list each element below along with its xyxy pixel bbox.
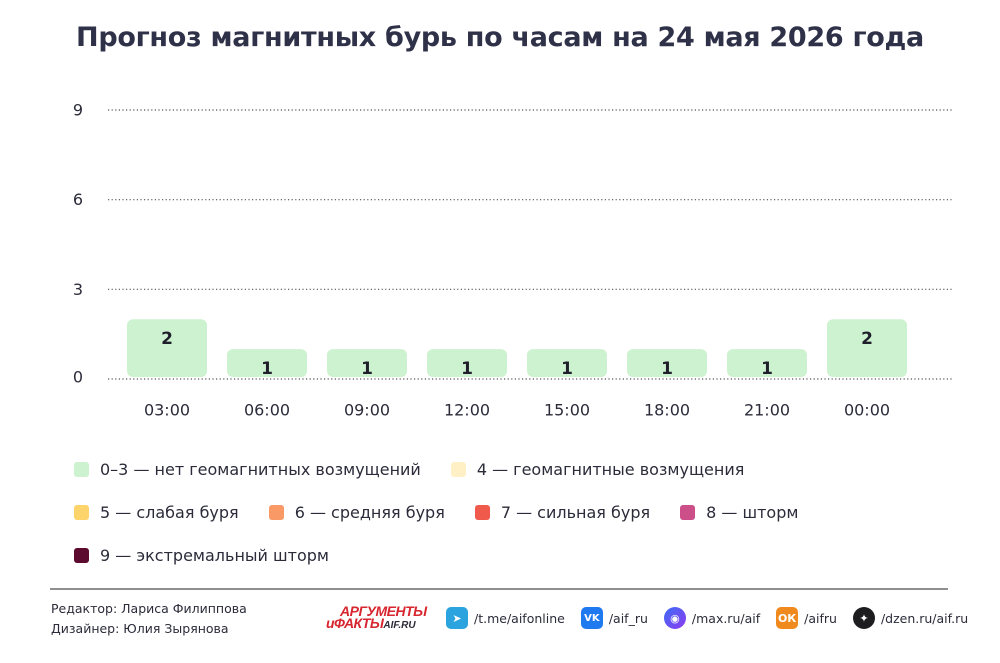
bar-value-label: 1 <box>261 359 273 379</box>
legend-swatch <box>680 504 696 520</box>
social-link[interactable]: ✦ /dzen.ru/aif.ru <box>852 607 969 629</box>
x-tick-label: 21:00 <box>744 401 790 420</box>
legend-label: 7 — сильная буря <box>500 502 651 522</box>
legend-item: 9 — экстремальный шторм <box>74 546 329 565</box>
x-tick-label: 00:00 <box>844 401 890 420</box>
y-tick-label: 3 <box>73 280 83 299</box>
legend-label: 8 — шторм <box>706 502 799 522</box>
y-tick-label: 9 <box>73 101 83 120</box>
legend-swatch <box>74 547 89 563</box>
legend: 0–3 — нет геомагнитных возмущений 4 — гео… <box>74 458 954 587</box>
max-icon: ◉ <box>663 607 686 629</box>
logo-line2: иФАКТЫAIF.RU <box>326 616 416 633</box>
x-tick-label: 06:00 <box>244 401 290 420</box>
dzen-icon: ✦ <box>852 607 875 629</box>
legend-swatch <box>74 504 89 520</box>
social-link-label: /aifru <box>804 610 837 626</box>
legend-item: 7 — сильная буря <box>474 502 651 522</box>
bar-value-label: 1 <box>761 359 773 379</box>
x-tick-label: 09:00 <box>344 401 390 420</box>
bar-12:00 <box>427 349 507 377</box>
x-tick-label: 18:00 <box>644 401 690 420</box>
legend-item: 6 — средняя буря <box>268 502 445 522</box>
legend-row: 5 — слабая буря 6 — средняя буря 7 — сильн… <box>74 501 954 523</box>
logo-line1: АРГУМЕНТЫ <box>340 603 427 619</box>
aif-logo[interactable]: АРГУМЕНТЫ иФАКТЫAIF.RU <box>326 604 434 632</box>
x-tick-label: 03:00 <box>144 401 190 420</box>
bar-value-label: 1 <box>661 359 673 379</box>
bar-15:00 <box>527 349 607 377</box>
y-tick-label: 6 <box>73 190 83 209</box>
vk-icon: VK <box>580 607 603 629</box>
legend-label: 4 — геомагнитные возмущения <box>476 459 745 479</box>
y-tick-label: 0 <box>73 368 83 387</box>
social-link[interactable]: ➤ /t.me/aifonline <box>446 607 565 629</box>
chart-title: Прогноз магнитных бурь по часам на 24 ма… <box>76 22 924 53</box>
bar-18:00 <box>627 349 707 377</box>
social-link-label: /dzen.ru/aif.ru <box>880 610 969 626</box>
bar-00:00 <box>827 319 907 377</box>
legend-row: 9 — экстремальный шторм <box>74 544 954 566</box>
legend-label: 0–3 — нет геомагнитных возмущений <box>100 459 421 479</box>
bar-value-label: 2 <box>861 329 873 349</box>
credits: Редактор: Лариса Филиппова Дизайнер: Юли… <box>51 599 247 639</box>
logo-line2-text: иФАКТЫ <box>326 615 384 631</box>
bar-06:00 <box>227 349 307 377</box>
bar-09:00 <box>327 349 407 377</box>
bar-03:00 <box>127 319 207 377</box>
social-link-label: /max.ru/aif <box>691 610 761 626</box>
legend-item: 4 — геомагнитные возмущения <box>450 459 745 479</box>
social-link-label: /t.me/aifonline <box>474 610 565 626</box>
social-links: ➤/t.me/aifonline VK/aif_ru ◉/max.ru/aif ОК /… <box>446 607 984 629</box>
logo-small: AIF.RU <box>383 620 416 631</box>
bar-value-label: 1 <box>561 359 573 379</box>
legend-row: 0–3 — нет геомагнитных возмущений 4 — гео… <box>74 458 954 480</box>
legend-swatch <box>268 504 284 520</box>
legend-label: 9 — экстремальный шторм <box>100 545 329 565</box>
bar-value-label: 1 <box>361 359 373 379</box>
bar-value-label: 2 <box>161 329 173 349</box>
designer-credit: Дизайнер: Юлия Зырянова <box>51 621 229 636</box>
x-tick-label: 12:00 <box>444 401 490 420</box>
legend-swatch <box>450 461 466 477</box>
legend-item: 0–3 — нет геомагнитных возмущений <box>74 460 421 479</box>
legend-label: 5 — слабая буря <box>100 502 239 522</box>
legend-swatch <box>74 461 89 477</box>
footer-divider <box>50 588 948 590</box>
telegram-icon: ➤ <box>446 607 468 629</box>
bar-value-label: 1 <box>461 359 473 379</box>
social-link[interactable]: ◉ /max.ru/aif <box>663 607 761 629</box>
bar-21:00 <box>727 349 807 377</box>
odnoklassniki-icon: ОК <box>776 607 799 629</box>
social-link[interactable]: ОК/aifru <box>776 607 837 629</box>
bar-chart: 0 3 6 9 2 03:00 1 06:00 1 09:00 1 12:00 1 15:00 1 18:00… <box>73 101 954 420</box>
legend-label: 6 — средняя буря <box>294 502 445 522</box>
legend-item: 5 — слабая буря <box>74 503 239 522</box>
social-link[interactable]: VK/aif_ru <box>580 607 648 629</box>
x-tick-label: 15:00 <box>544 401 590 420</box>
social-link-label: /aif_ru <box>608 610 648 626</box>
legend-item: 8 — шторм <box>680 503 798 522</box>
editor-credit: Редактор: Лариса Филиппова <box>51 601 247 616</box>
legend-swatch <box>474 504 490 520</box>
